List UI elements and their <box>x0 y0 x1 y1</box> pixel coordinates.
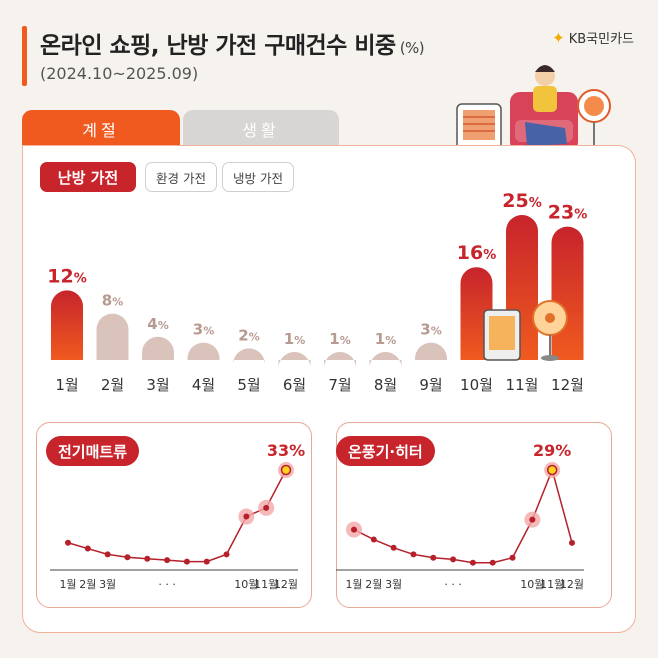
heater-point-11 <box>546 464 558 476</box>
mat-point-7 <box>183 558 190 565</box>
heater-tick-3: 3월 <box>385 578 402 591</box>
month-label-7: 7월 <box>328 376 351 394</box>
period-subtitle: (2024.10~2025.09) <box>40 64 199 83</box>
page-title-text: 온라인 쇼핑, 난방 가전 구매건수 비중 <box>40 33 396 59</box>
mat-tick-1: 1월 <box>59 578 76 591</box>
bar-9 <box>415 342 447 360</box>
brand-logo: ✦ KB국민카드 <box>552 28 634 48</box>
heater-point-8 <box>489 559 496 566</box>
mat-peak-label: 33% <box>267 441 305 460</box>
bar-6 <box>278 352 311 368</box>
mat-tick-6: 11월 <box>254 578 278 591</box>
brand-name: KB국민카드 <box>568 32 634 47</box>
month-label-3: 3월 <box>146 376 169 394</box>
subtab-environment[interactable]: 환경 가전 <box>145 162 217 192</box>
page-title: 온라인 쇼핑, 난방 가전 구매건수 비중 (%) <box>40 26 425 60</box>
subtab-heating[interactable]: 난방 가전 <box>40 162 136 192</box>
subtab-cooling[interactable]: 냉방 가전 <box>222 162 294 192</box>
mat-point-10 <box>243 513 250 520</box>
month-label-1: 1월 <box>55 376 78 394</box>
bar-label-9: 3% <box>420 321 441 339</box>
heater-point-6 <box>450 556 457 563</box>
month-label-8: 8월 <box>374 376 397 394</box>
tab-season[interactable]: 계절 <box>22 110 180 148</box>
kb-star-icon: ✦ <box>552 28 565 47</box>
mat-point-9 <box>223 551 230 558</box>
mini-title-mat: 전기매트류 <box>46 436 140 466</box>
heater-point-3 <box>390 544 397 551</box>
mat-point-11 <box>263 504 270 511</box>
month-label-6: 6월 <box>283 376 306 394</box>
month-label-9: 9월 <box>419 376 442 394</box>
bar-3 <box>142 336 174 360</box>
heater-tick-1: 1월 <box>345 578 362 591</box>
bar-4 <box>187 342 220 360</box>
bar-7 <box>324 352 356 368</box>
bar-1 <box>51 290 83 360</box>
bar-label-10: 16% <box>457 242 496 264</box>
month-label-2: 2월 <box>101 376 124 394</box>
bar-8 <box>369 352 402 368</box>
heater-peak-label: 29% <box>533 441 571 460</box>
heater-tick-7: 12월 <box>560 578 584 591</box>
mat-point-2 <box>84 545 91 552</box>
heater-point-4 <box>410 551 417 558</box>
bar-label-8: 1% <box>375 330 396 348</box>
mat-point-5 <box>144 555 151 562</box>
bar-label-11: 25% <box>502 190 541 212</box>
month-label-12: 12월 <box>551 376 584 394</box>
month-label-4: 4월 <box>192 376 215 394</box>
bar-label-1: 12% <box>47 265 86 287</box>
mat-tick-3: 3월 <box>99 578 116 591</box>
month-label-11: 11월 <box>506 376 539 394</box>
mat-tick-2: 2월 <box>79 578 96 591</box>
bar-label-4: 3% <box>193 321 214 339</box>
heater-tick-5: 10월 <box>520 578 544 591</box>
tab-life[interactable]: 생활 <box>183 110 339 148</box>
heater-point-1 <box>351 526 357 533</box>
heater-tick-4: · · · <box>444 578 461 591</box>
heater-point-7 <box>469 559 476 566</box>
bar-label-2: 8% <box>102 292 123 310</box>
mat-point-4 <box>124 554 131 561</box>
bar-5 <box>233 348 265 365</box>
heater-point-9 <box>509 554 516 561</box>
heater-line <box>353 467 573 564</box>
bar-label-7: 1% <box>329 330 350 348</box>
heater-point-12 <box>569 539 575 546</box>
fan-heater-icon <box>532 300 568 361</box>
heater-tick-6: 11월 <box>540 578 564 591</box>
mat-tick-4: · · · <box>158 578 175 591</box>
month-label-10: 10월 <box>460 376 493 394</box>
title-accent-bar <box>22 26 27 86</box>
heater-point-2 <box>370 536 377 543</box>
heater-icon <box>483 309 521 361</box>
bar-2 <box>96 313 129 360</box>
heater-tick-2: 2월 <box>365 578 382 591</box>
mat-tick-7: 12월 <box>274 578 298 591</box>
mat-point-1 <box>65 539 71 546</box>
mat-point-8 <box>203 558 210 565</box>
bar-label-5: 2% <box>238 326 259 344</box>
mat-point-3 <box>104 551 111 558</box>
month-label-5: 5월 <box>237 376 260 394</box>
bar-label-6: 1% <box>284 330 305 348</box>
mini-title-heater: 온풍기·히터 <box>336 436 435 466</box>
bar-label-12: 23% <box>548 202 587 224</box>
mat-point-6 <box>164 557 171 564</box>
mat-tick-5: 10월 <box>234 578 258 591</box>
heater-point-5 <box>430 554 437 561</box>
heater-point-10 <box>529 516 536 523</box>
bar-label-3: 4% <box>147 315 168 333</box>
heating-illustration <box>456 65 611 153</box>
title-unit: (%) <box>399 39 425 57</box>
mat-point-12 <box>280 464 292 476</box>
